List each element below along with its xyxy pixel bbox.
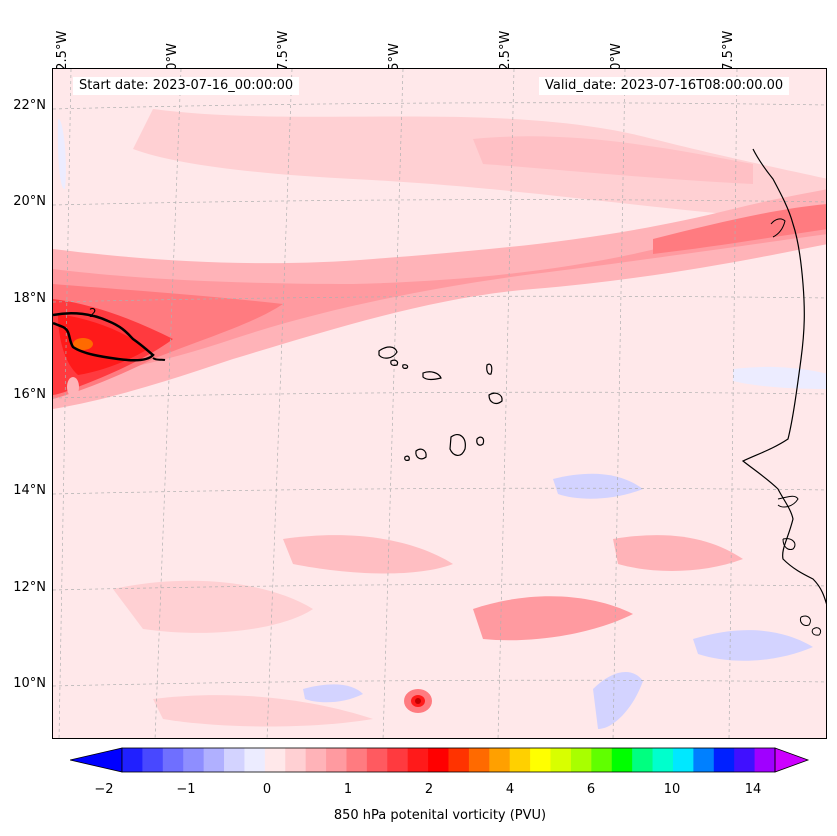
island-santiago (449, 434, 466, 456)
pv-contour-2 (53, 312, 155, 362)
colorbar-segment (366, 748, 388, 772)
colorbar-segment (570, 748, 592, 772)
pv-patch-upper-right (473, 136, 753, 184)
lat-label-16n: 16°N (13, 387, 46, 402)
colorbar-segment (407, 748, 429, 772)
colorbar-segment (224, 748, 245, 772)
colorbar-segment (693, 748, 715, 772)
colorbar-tick: 2 (424, 782, 434, 797)
graticule (53, 69, 826, 738)
colorbar-segment (122, 748, 143, 772)
coastline-gambia (777, 495, 799, 508)
colorbar-tick: 4 (505, 782, 515, 797)
colorbar-segment (489, 748, 511, 772)
pv-negative-patch-3 (593, 671, 643, 729)
start-date-label: Start date: 2023-07-16_00:00:00 (73, 77, 300, 95)
pv-negative-patch-1 (553, 473, 643, 499)
colorbar-tick: 10 (663, 782, 681, 797)
pv-patch-south-3 (473, 596, 633, 641)
colorbar-segment (754, 748, 776, 772)
colorbar-segment (203, 748, 225, 772)
colorbar-segment (305, 748, 327, 772)
colorbar-segment (142, 748, 164, 772)
colorbar-segment (550, 748, 572, 772)
colorbar-segment (734, 748, 756, 772)
lat-label-12n: 12°N (13, 580, 46, 595)
colorbar-segment (326, 748, 347, 772)
coastline-bijagos (800, 615, 822, 636)
colorbar-segment (346, 748, 368, 772)
colorbar-segment (530, 748, 552, 772)
island-santo-antao (378, 346, 398, 359)
colorbar-segment (428, 748, 449, 772)
colorbar-tick: −1 (176, 782, 196, 797)
island-boa-vista (488, 392, 503, 405)
colorbar-segment (162, 748, 184, 772)
colorbar-segment (244, 748, 266, 772)
pv-band-east (653, 204, 826, 254)
pv-patch-south-4 (613, 535, 743, 571)
pv-contour-2-tail (152, 357, 166, 361)
colorbar-segment (183, 748, 205, 772)
contour-label: 2 (89, 306, 97, 320)
colorbar-tick: 14 (744, 782, 762, 797)
lat-label-10n: 10°N (13, 676, 46, 691)
island-sao-vicente (390, 359, 399, 366)
colorbar-tick: 1 (343, 782, 353, 797)
coastline-africa (741, 148, 826, 605)
colorbar-segment (591, 748, 613, 772)
pv-band-main-outer (53, 189, 826, 409)
lat-label-18n: 18°N (13, 291, 46, 306)
colorbar-segment (652, 748, 674, 772)
colorbar-title: 850 hPa potenital vorticity (PVU) (333, 808, 547, 823)
colorbar-segment (448, 748, 470, 772)
pv-patch-south-5 (153, 695, 373, 727)
colorbar-segment (285, 748, 307, 772)
colorbar-segment (611, 748, 633, 772)
pv-field-map: 2 (53, 69, 826, 738)
island-brava (404, 455, 410, 461)
pv-negative-patch-6 (57, 118, 66, 190)
island-sal (486, 363, 493, 375)
colorbar-segment (713, 748, 735, 772)
coastline-bissau (782, 538, 796, 550)
island-fogo (415, 448, 427, 460)
colorbar-extend-min (70, 747, 123, 773)
lat-label-20n: 20°N (13, 194, 46, 209)
island-maio (476, 436, 485, 446)
colorbar-segment (672, 748, 694, 772)
pv-negative-patch-2 (693, 630, 813, 661)
colorbar-segment (632, 748, 654, 772)
pv-negative-patch-4 (303, 684, 363, 703)
colorbar-tick: 6 (586, 782, 596, 797)
colorbar-tick: −2 (94, 782, 114, 797)
pv-band-north (133, 109, 826, 219)
colorbar-segment (387, 748, 409, 772)
colorbar-tick: 0 (262, 782, 272, 797)
island-santa-luzia (402, 364, 409, 369)
valid-date-label: Valid_date: 2023-07-16T08:00:00.00 (539, 77, 790, 95)
pv-core-light (67, 377, 79, 397)
colorbar (70, 747, 810, 773)
pv-core-max (73, 338, 93, 350)
lat-label-22n: 22°N (13, 98, 46, 113)
map-panel[interactable]: 2 Start date: 2023-07-16_00:00:00 Valid_… (52, 68, 827, 739)
coastline-mauritania-north (770, 218, 786, 238)
pv-negative-patch-5 (733, 366, 826, 389)
colorbar-extend-max (774, 747, 810, 773)
lat-label-14n: 14°N (13, 483, 46, 498)
island-sao-nicolau (422, 371, 442, 380)
cape-verde-islands (378, 346, 503, 461)
colorbar-segment (264, 748, 286, 772)
colorbar-outline (121, 747, 776, 773)
colorbar-segment (509, 748, 531, 772)
pv-patch-south-2 (283, 535, 453, 574)
pv-patch-south-1 (113, 580, 313, 633)
pv-vortex-core (415, 698, 421, 704)
colorbar-segment (468, 748, 490, 772)
